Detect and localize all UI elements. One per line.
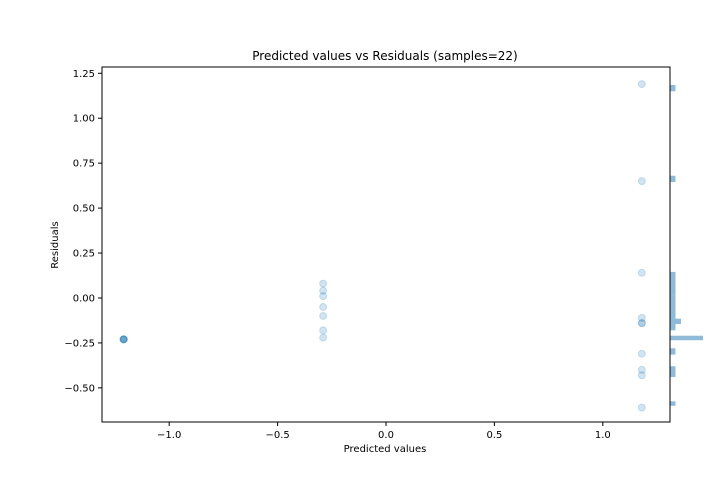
histogram-bar bbox=[670, 295, 676, 307]
data-point bbox=[637, 177, 646, 186]
x-tick-label: −0.5 bbox=[265, 430, 289, 441]
residual-histogram bbox=[670, 84, 703, 406]
data-point bbox=[119, 335, 128, 344]
histogram-bar bbox=[670, 348, 676, 355]
y-tick-label: 1.25 bbox=[73, 69, 95, 80]
y-tick-label: −0.25 bbox=[64, 338, 95, 349]
data-point bbox=[119, 335, 128, 344]
data-point bbox=[319, 286, 328, 295]
chart-title: Predicted values vs Residuals (samples=2… bbox=[252, 49, 517, 63]
data-point bbox=[319, 279, 328, 288]
data-point bbox=[637, 319, 646, 328]
plot-frame bbox=[101, 66, 671, 423]
y-axis-label: Residuals bbox=[50, 221, 61, 268]
data-point bbox=[319, 311, 328, 320]
data-point bbox=[637, 80, 646, 89]
y-tick-label: −0.50 bbox=[64, 383, 95, 394]
data-point bbox=[319, 326, 328, 335]
data-point bbox=[637, 319, 646, 328]
histogram-bar bbox=[670, 84, 676, 92]
y-tick-label: 0.25 bbox=[73, 249, 95, 260]
y-axis-ticks: −0.50 −0.25 0.00 0.25 0.50 0.75 1.00 1.25 bbox=[64, 69, 102, 394]
scatter-points bbox=[119, 80, 646, 412]
histogram-bar bbox=[670, 318, 681, 325]
data-point bbox=[637, 403, 646, 412]
data-point bbox=[119, 335, 128, 344]
y-tick-label: 1.00 bbox=[73, 114, 95, 125]
histogram-bar bbox=[670, 335, 703, 341]
data-point bbox=[119, 335, 128, 344]
x-axis-ticks: −1.0 −0.5 0.0 0.5 1.0 bbox=[157, 422, 611, 441]
histogram-bar bbox=[670, 366, 676, 378]
data-point bbox=[637, 349, 646, 358]
x-tick-label: −1.0 bbox=[157, 430, 181, 441]
data-point bbox=[319, 333, 328, 342]
histogram-bar bbox=[670, 306, 676, 319]
histogram-bar bbox=[670, 271, 676, 296]
y-tick-label: 0.00 bbox=[73, 293, 95, 304]
data-point bbox=[319, 302, 328, 311]
x-tick-label: 1.0 bbox=[595, 430, 611, 441]
data-point bbox=[637, 313, 646, 322]
data-point bbox=[637, 268, 646, 277]
histogram-bar bbox=[670, 324, 676, 331]
histogram-bar bbox=[670, 401, 676, 406]
data-point bbox=[637, 365, 646, 374]
y-tick-label: 0.50 bbox=[73, 204, 95, 215]
x-tick-label: 0.0 bbox=[378, 430, 394, 441]
x-tick-label: 0.5 bbox=[486, 430, 502, 441]
x-axis-label: Predicted values bbox=[344, 444, 427, 455]
data-point bbox=[637, 371, 646, 380]
y-tick-label: 0.75 bbox=[73, 159, 95, 170]
histogram-bar bbox=[670, 175, 676, 183]
data-point bbox=[119, 335, 128, 344]
data-point bbox=[319, 292, 328, 301]
